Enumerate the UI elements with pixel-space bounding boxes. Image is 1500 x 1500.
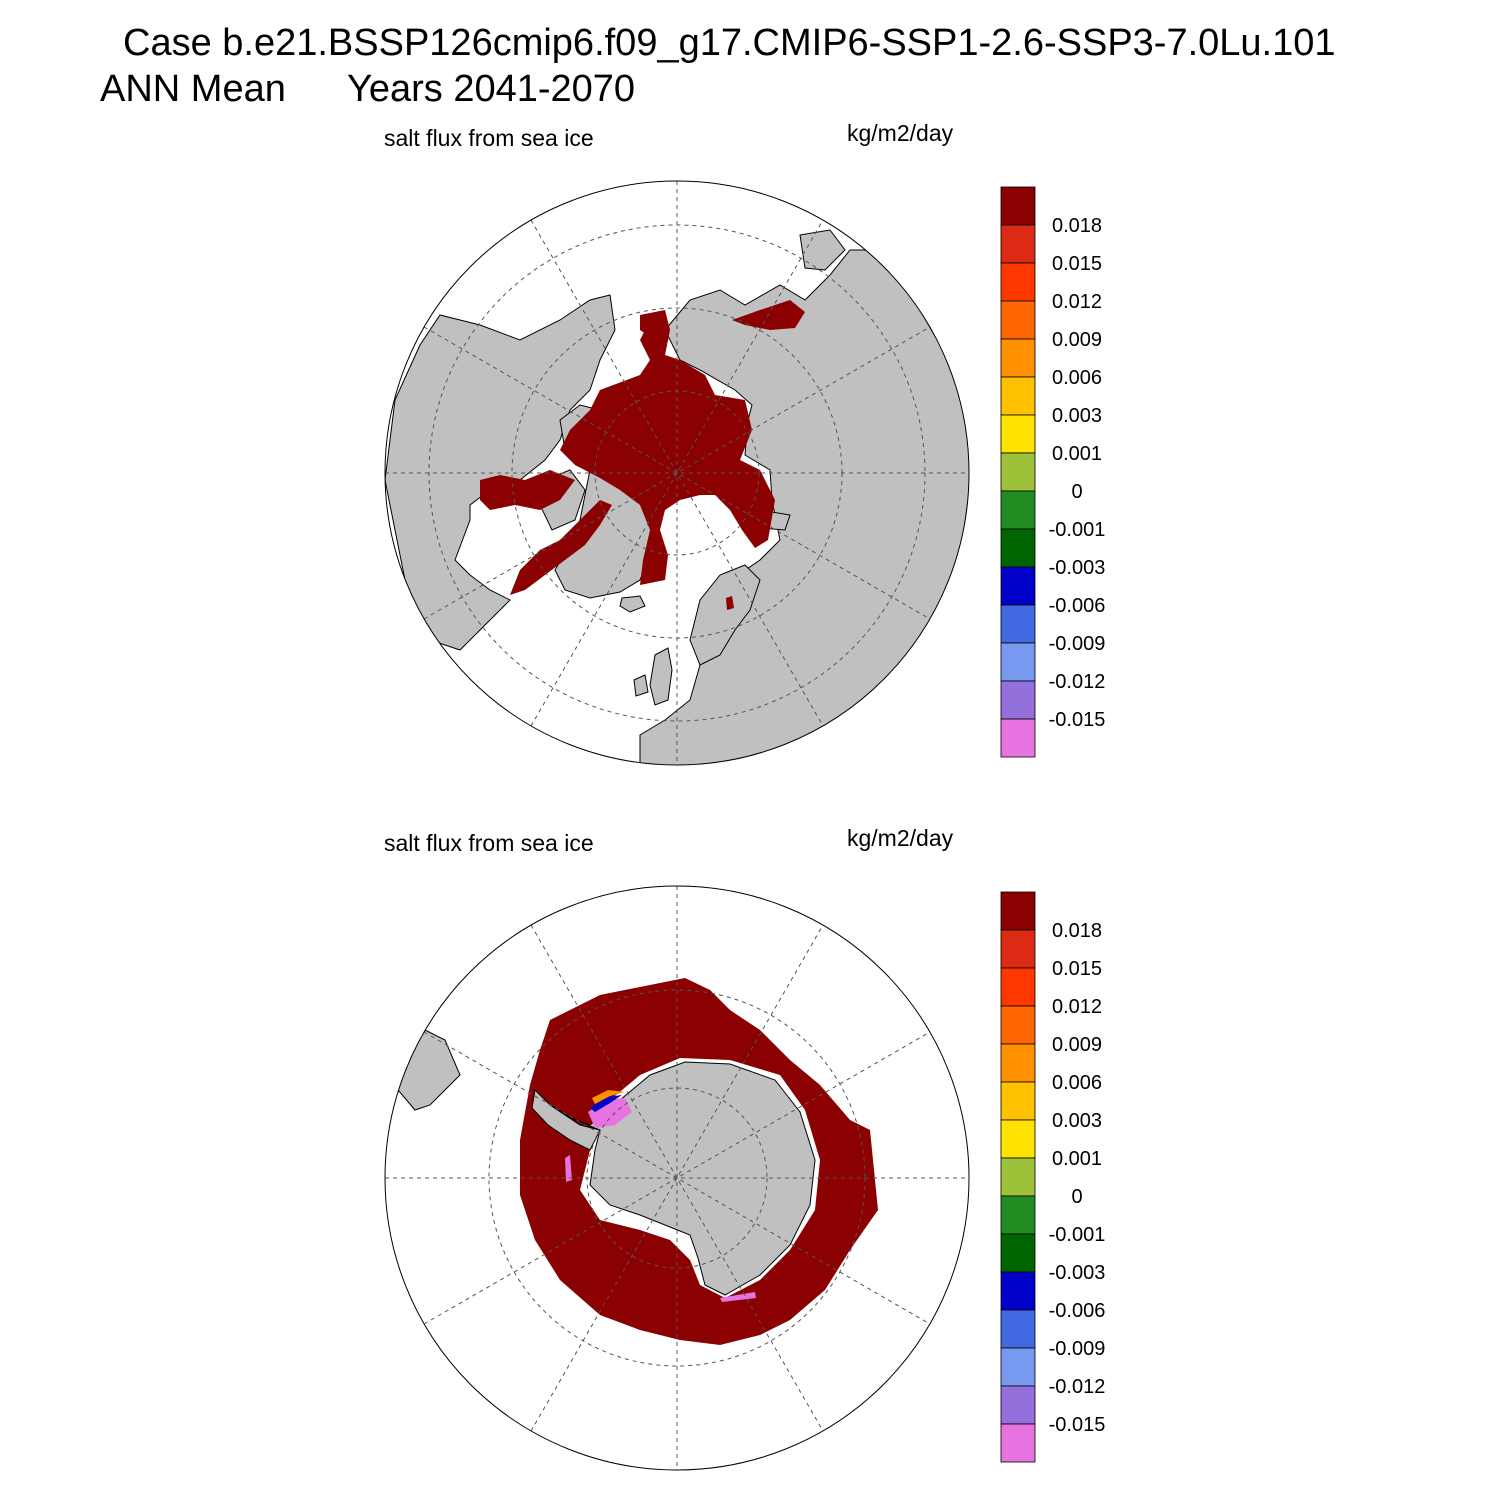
arctic-graticule: [385, 181, 969, 765]
arctic-colorbar-tick-label: 0.012: [1052, 291, 1102, 313]
arctic-colorbar-tick-label: -0.003: [1049, 557, 1106, 579]
antarctic-colorbar-box-11: [1000, 1309, 1036, 1349]
antarctic-colorbar-box-12: [1000, 1347, 1036, 1387]
antarctic-colorbar-tick-label: 0.001: [1052, 1148, 1102, 1170]
bering-flux: [640, 310, 670, 340]
antarctic-colorbar-box-4: [1000, 1043, 1036, 1083]
antarctic-colorbar-tick-label: -0.009: [1049, 1338, 1106, 1360]
arctic-sea-ice-flux: [560, 315, 775, 585]
antarctic-colorbar-box-0: [1000, 891, 1036, 931]
arctic-colorbar-tick-label: -0.001: [1049, 519, 1106, 541]
arctic-colorbar-box-6: [1000, 414, 1036, 454]
arctic-colorbar-box-14: [1000, 718, 1036, 758]
weddell-fringe-blue: [590, 1095, 622, 1112]
antarctic-colorbar-tick-label: -0.015: [1049, 1414, 1106, 1436]
arctic-colorbar-box-2: [1000, 262, 1036, 302]
antarctic-map: [384, 885, 970, 1471]
antarctic-colorbar-tick-label: 0.003: [1052, 1110, 1102, 1132]
antarctic-colorbar-tick-label: -0.001: [1049, 1224, 1106, 1246]
antarctic-peninsula: [531, 1088, 601, 1151]
scandinavia: [689, 564, 761, 666]
antarctic-map-border: [384, 885, 970, 1471]
arctic-colorbar-tick-label: 0.001: [1052, 443, 1102, 465]
arctic-colorbar-tick-label: -0.006: [1049, 595, 1106, 617]
antarctic-colorbar-box-2: [1000, 967, 1036, 1007]
arctic-colorbar-box-13: [1000, 680, 1036, 720]
antarctic-colorbar-tick-label: -0.003: [1049, 1262, 1106, 1284]
antarctic-colorbar-tick-label: 0.006: [1052, 1072, 1102, 1094]
antarctic-sea-ice-flux: [520, 978, 878, 1345]
antarctic-colorbar-box-9: [1000, 1233, 1036, 1273]
arctic-colorbar-box-1: [1000, 224, 1036, 264]
arctic-colorbar-box-7: [1000, 452, 1036, 492]
antarctic-colorbar-tick-label: 0.015: [1052, 958, 1102, 980]
labrador-sea-flux: [510, 500, 612, 595]
antarctic-colorbar-tick-label: 0.009: [1052, 1034, 1102, 1056]
antarctic-panel-title: salt flux from sea ice: [384, 830, 594, 856]
antarctic-colorbar-tick-label: -0.012: [1049, 1376, 1106, 1398]
arctic-colorbar-box-5: [1000, 376, 1036, 416]
iceland: [619, 595, 646, 613]
ireland: [633, 674, 649, 697]
antarctic-colorbar-box-7: [1000, 1157, 1036, 1197]
arctic-colorbar-tick-label: 0.006: [1052, 367, 1102, 389]
arctic-colorbar-box-4: [1000, 338, 1036, 378]
antarctic-colorbar-box-1: [1000, 929, 1036, 969]
arctic-colorbar-box-8: [1000, 490, 1036, 530]
east-antarctic-fringe: [720, 1292, 756, 1302]
arctic-colorbar-box-9: [1000, 528, 1036, 568]
antarctic-graticule: [385, 886, 969, 1470]
antarctic-colorbar: 0.018 0.015 0.012 0.009 0.006 0.003 0.001 0 -0.0…: [1000, 891, 1106, 1463]
arctic-colorbar-tick-label: -0.015: [1049, 709, 1106, 731]
arctic-colorbar-box-11: [1000, 604, 1036, 644]
hudson-bay-flux: [480, 470, 575, 510]
arctic-map-border: [384, 180, 970, 766]
figure-title: Case b.e21.BSSP126cmip6.f09_g17.CMIP6-SS…: [123, 22, 1336, 64]
baltic-flux: [726, 596, 734, 610]
antarctic-colorbar-box-6: [1000, 1119, 1036, 1159]
years-label: Years 2041-2070: [347, 68, 636, 110]
antarctic-colorbar-box-8: [1000, 1195, 1036, 1235]
antarctic-colorbar-box-3: [1000, 1005, 1036, 1045]
antarctic-colorbar-tick-label: 0.012: [1052, 996, 1102, 1018]
weddell-fringe-orange: [592, 1090, 625, 1104]
arctic-colorbar-box-12: [1000, 642, 1036, 682]
arctic-colorbar-box-0: [1000, 186, 1036, 226]
antarctic-colorbar-box-14: [1000, 1423, 1036, 1463]
arctic-colorbar-tick-label: -0.009: [1049, 633, 1106, 655]
arctic-colorbar-tick-label: 0.015: [1052, 253, 1102, 275]
arctic-colorbar-tick-label: 0.018: [1052, 215, 1102, 237]
antarctic-colorbar-box-13: [1000, 1385, 1036, 1425]
bellingshausen-fringe: [565, 1155, 572, 1182]
arctic-panel-title: salt flux from sea ice: [384, 125, 594, 151]
arctic-colorbar-box-3: [1000, 300, 1036, 340]
season-label: ANN Mean: [100, 68, 286, 110]
arctic-colorbar-tick-label: -0.012: [1049, 671, 1106, 693]
antarctic-colorbar-tick-label: 0: [1071, 1186, 1082, 1208]
antarctic-colorbar-box-10: [1000, 1271, 1036, 1311]
antarctic-colorbar-box-5: [1000, 1081, 1036, 1121]
antarctic-colorbar-tick-label: -0.006: [1049, 1300, 1106, 1322]
arctic-panel-units: kg/m2/day: [847, 120, 954, 146]
arctic-colorbar-box-10: [1000, 566, 1036, 606]
arctic-colorbar-tick-label: 0.003: [1052, 405, 1102, 427]
arctic-colorbar-tick-label: 0: [1071, 481, 1082, 503]
arctic-map: [384, 180, 970, 766]
arctic-colorbar-tick-label: 0.009: [1052, 329, 1102, 351]
arctic-colorbar: 0.018 0.015 0.012 0.009 0.006 0.003 0.001 0 -0.0…: [1000, 186, 1106, 758]
british-isles: [649, 647, 673, 706]
antarctic-colorbar-tick-label: 0.018: [1052, 920, 1102, 942]
antarctic-panel-units: kg/m2/day: [847, 825, 954, 851]
